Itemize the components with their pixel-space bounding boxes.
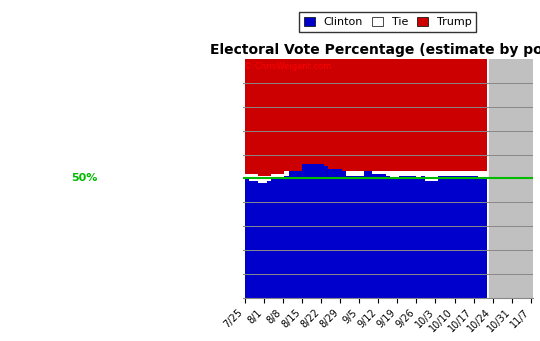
Title: Electoral Vote Percentage (estimate by polls): Electoral Vote Percentage (estimate by p… bbox=[210, 43, 540, 57]
Text: © ChrisWeigant.com: © ChrisWeigant.com bbox=[244, 61, 332, 71]
Text: 50%: 50% bbox=[71, 173, 97, 183]
Bar bbox=[489, 59, 533, 298]
Legend: Clinton, Tie, Trump: Clinton, Tie, Trump bbox=[299, 12, 476, 32]
